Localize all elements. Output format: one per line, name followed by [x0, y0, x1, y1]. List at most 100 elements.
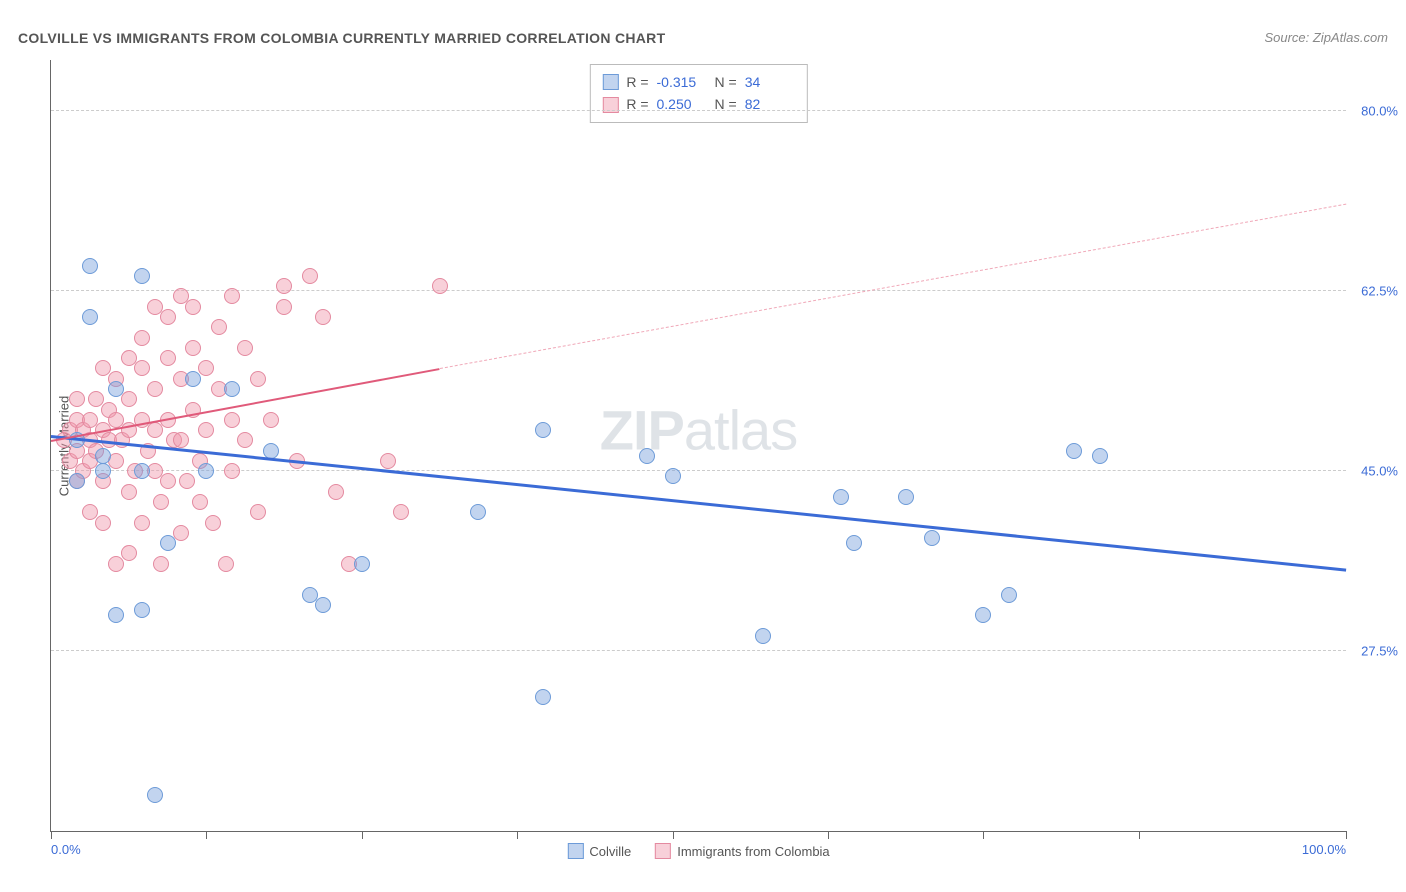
- stat-R-blue: -0.315: [657, 71, 707, 93]
- scatter-point-pink: [276, 299, 292, 315]
- scatter-point-pink: [237, 340, 253, 356]
- gridline-h: [51, 290, 1346, 291]
- scatter-point-blue: [1001, 587, 1017, 603]
- scatter-point-pink: [160, 350, 176, 366]
- scatter-point-pink: [192, 494, 208, 510]
- x-tick: [206, 831, 207, 839]
- scatter-point-blue: [639, 448, 655, 464]
- scatter-point-pink: [160, 473, 176, 489]
- y-tick-label: 62.5%: [1361, 284, 1398, 299]
- scatter-point-pink: [134, 515, 150, 531]
- x-tick-label: 0.0%: [51, 842, 81, 857]
- scatter-point-pink: [153, 494, 169, 510]
- y-tick-label: 45.0%: [1361, 464, 1398, 479]
- scatter-point-pink: [147, 381, 163, 397]
- bottom-legend: Colville Immigrants from Colombia: [567, 843, 829, 859]
- scatter-point-blue: [975, 607, 991, 623]
- scatter-point-pink: [69, 391, 85, 407]
- scatter-point-pink: [250, 504, 266, 520]
- scatter-point-blue: [134, 602, 150, 618]
- trendline-dashed: [439, 204, 1346, 369]
- scatter-point-blue: [1066, 443, 1082, 459]
- legend-item-blue: Colville: [567, 843, 631, 859]
- scatter-point-pink: [205, 515, 221, 531]
- scatter-point-blue: [198, 463, 214, 479]
- scatter-point-pink: [185, 340, 201, 356]
- gridline-h: [51, 470, 1346, 471]
- scatter-point-pink: [276, 278, 292, 294]
- scatter-point-pink: [121, 545, 137, 561]
- swatch-blue: [602, 74, 618, 90]
- scatter-point-blue: [95, 448, 111, 464]
- scatter-point-pink: [198, 360, 214, 376]
- stats-legend-box: R = -0.315 N = 34 R = 0.250 N = 82: [589, 64, 807, 123]
- scatter-point-blue: [755, 628, 771, 644]
- scatter-point-blue: [224, 381, 240, 397]
- scatter-point-pink: [173, 432, 189, 448]
- scatter-point-pink: [134, 360, 150, 376]
- stat-N-blue: 34: [745, 71, 795, 93]
- scatter-point-pink: [432, 278, 448, 294]
- scatter-point-pink: [185, 299, 201, 315]
- scatter-point-blue: [69, 473, 85, 489]
- scatter-point-blue: [354, 556, 370, 572]
- x-tick: [673, 831, 674, 839]
- scatter-point-pink: [160, 309, 176, 325]
- scatter-point-pink: [224, 463, 240, 479]
- legend-label-blue: Colville: [589, 844, 631, 859]
- scatter-point-blue: [535, 689, 551, 705]
- scatter-point-pink: [315, 309, 331, 325]
- scatter-point-pink: [250, 371, 266, 387]
- scatter-point-pink: [121, 484, 137, 500]
- gridline-h: [51, 110, 1346, 111]
- scatter-point-pink: [224, 288, 240, 304]
- scatter-point-pink: [218, 556, 234, 572]
- scatter-point-blue: [134, 463, 150, 479]
- legend-label-pink: Immigrants from Colombia: [677, 844, 829, 859]
- stat-N-pink: 82: [745, 93, 795, 115]
- plot-area: ZIPatlas R = -0.315 N = 34 R = 0.250 N =…: [50, 60, 1346, 832]
- chart-title: COLVILLE VS IMMIGRANTS FROM COLOMBIA CUR…: [18, 30, 665, 46]
- scatter-point-blue: [108, 381, 124, 397]
- scatter-point-pink: [198, 422, 214, 438]
- gridline-h: [51, 650, 1346, 651]
- scatter-point-pink: [121, 391, 137, 407]
- x-tick: [1139, 831, 1140, 839]
- legend-item-pink: Immigrants from Colombia: [655, 843, 829, 859]
- x-tick: [362, 831, 363, 839]
- scatter-point-blue: [470, 504, 486, 520]
- scatter-point-blue: [535, 422, 551, 438]
- scatter-point-blue: [833, 489, 849, 505]
- scatter-point-blue: [315, 597, 331, 613]
- y-tick-label: 80.0%: [1361, 104, 1398, 119]
- scatter-point-pink: [302, 268, 318, 284]
- source-attribution: Source: ZipAtlas.com: [1264, 30, 1388, 45]
- x-tick: [828, 831, 829, 839]
- scatter-point-blue: [147, 787, 163, 803]
- scatter-point-pink: [179, 473, 195, 489]
- scatter-point-blue: [665, 468, 681, 484]
- scatter-point-pink: [134, 330, 150, 346]
- scatter-point-blue: [924, 530, 940, 546]
- stats-row-pink: R = 0.250 N = 82: [602, 93, 794, 115]
- scatter-point-blue: [160, 535, 176, 551]
- scatter-point-pink: [237, 432, 253, 448]
- scatter-point-blue: [846, 535, 862, 551]
- scatter-point-blue: [95, 463, 111, 479]
- stat-N-label: N =: [715, 93, 737, 115]
- trendline: [51, 435, 1346, 571]
- stat-R-pink: 0.250: [657, 93, 707, 115]
- x-tick: [1346, 831, 1347, 839]
- swatch-blue: [567, 843, 583, 859]
- watermark: ZIPatlas: [600, 398, 797, 463]
- scatter-point-blue: [134, 268, 150, 284]
- scatter-point-pink: [224, 412, 240, 428]
- scatter-point-blue: [898, 489, 914, 505]
- stat-R-label: R =: [626, 93, 648, 115]
- scatter-point-blue: [82, 258, 98, 274]
- scatter-point-blue: [108, 607, 124, 623]
- scatter-point-blue: [185, 371, 201, 387]
- correlation-chart: COLVILLE VS IMMIGRANTS FROM COLOMBIA CUR…: [0, 0, 1406, 892]
- scatter-point-blue: [1092, 448, 1108, 464]
- swatch-pink: [655, 843, 671, 859]
